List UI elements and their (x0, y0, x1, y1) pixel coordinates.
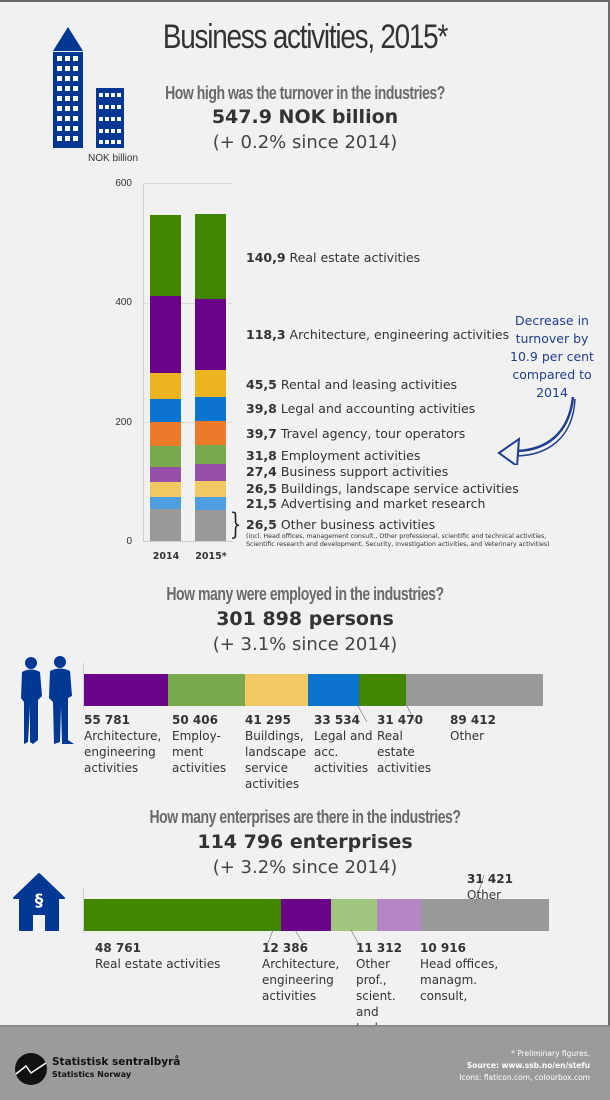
enterprises-seg-other (421, 899, 549, 931)
bar-2015-employment (195, 445, 226, 464)
employment-seg-architecture (84, 674, 168, 706)
bar-2014-advertising (150, 497, 181, 509)
legend-travel: 39,7 Travel agency, tour operators (246, 426, 466, 441)
enterprises-bar (84, 899, 549, 931)
legend-buildings: 26,5 Buildings, landscape service activi… (246, 481, 519, 496)
legend-advertising: 21,5 Advertising and market research (246, 496, 486, 511)
legend-other-note: (incl. Head offices, management consult.… (246, 533, 550, 548)
y-axis-unit: NOK billion (88, 153, 139, 164)
bar-2015-travel (195, 421, 226, 445)
employment-label-other: 89 412 Other (450, 713, 496, 743)
employment-seg-real-estate (359, 674, 406, 706)
footer (0, 1025, 610, 1100)
bar-2015-buildings (195, 481, 226, 497)
turnover-change: (+ 0.2% since 2014) (212, 132, 398, 153)
svg-text:§: § (35, 891, 44, 911)
legend-legal: 39,8 Legal and accounting activities (246, 401, 476, 416)
enterprises-change: (+ 3.2% since 2014) (212, 857, 398, 878)
bar-2014-buildings (150, 482, 181, 497)
employment-total: 301 898 persons (216, 608, 394, 630)
office-building-icon (53, 27, 124, 148)
gridline-600 (143, 183, 233, 184)
bar-2015-real-estate (195, 214, 226, 299)
enterprises-seg-other-prof (331, 899, 377, 931)
employment-label-employment: 50 406 Employ-ment activities (172, 713, 227, 775)
legend-real-estate: 140,9 Real estate activities (246, 250, 421, 265)
page-title: Business activities, 2015* (162, 18, 448, 56)
legend-architecture: 118,3 Architecture, engineering activiti… (246, 327, 510, 342)
bar-2014-architecture (150, 296, 181, 373)
enterprises-total: 114 796 enterprises (197, 831, 413, 853)
curved-arrow-icon (497, 396, 576, 465)
bar-2014-business-support (150, 467, 181, 482)
bar-2015-business-support (195, 464, 226, 481)
decrease-callout: Decrease in turnover by 10.9 per cent co… (510, 313, 594, 400)
legend-rental: 45,5 Rental and leasing activities (246, 377, 458, 392)
employment-seg-employment (168, 674, 245, 706)
leader-lines (357, 706, 416, 723)
icons-credit: Icons: flaticon.com, colourbox.com (459, 1073, 590, 1082)
y-tick-600: 600 (115, 178, 132, 189)
bar-2015 (195, 214, 226, 541)
bar-2014-employment (150, 446, 181, 467)
y-tick-400: 400 (115, 297, 132, 308)
x-label-2015: 2015* (195, 551, 227, 562)
enterprises-label-head-offices: 10 916 Head offices, managm. consult, (420, 941, 499, 1003)
y-tick-200: 200 (115, 417, 132, 428)
bar-2015-legal (195, 397, 226, 421)
turnover-total: 547.9 NOK billion (211, 106, 399, 128)
legend-employment: 31,8 Employment activities (246, 448, 421, 463)
enterprises-label-real-estate: 48 761 Real estate activities (95, 941, 221, 971)
bar-2014-other (150, 509, 181, 541)
bar-2014-travel (150, 422, 181, 446)
employment-question: How many were employed in the industries… (166, 584, 444, 604)
employment-label-architecture: 55 781 Architecture, engineering activiti… (84, 713, 162, 775)
legend-other: 26,5 Other business activities (246, 517, 436, 532)
bar-2014-rental (150, 373, 181, 399)
gridline-200 (143, 422, 233, 423)
enterprises-label-architecture: 12 386 Architecture, engineering activiti… (262, 941, 340, 1003)
x-axis-line (143, 541, 233, 542)
gridline-400 (143, 303, 233, 304)
enterprises-seg-head-offices (377, 899, 421, 931)
brace-other: } (229, 507, 242, 542)
enterprises-label-other: 31 421 Other (467, 872, 513, 902)
legend-business-support: 27,4 Business support activities (246, 464, 449, 479)
x-label-2014: 2014 (152, 551, 180, 562)
employment-label-legal: 33 534 Legal and acc. activities (314, 713, 373, 775)
y-tick-0: 0 (126, 536, 132, 547)
employment-bar (84, 674, 543, 706)
employment-seg-buildings (245, 674, 308, 706)
bar-2015-other (195, 510, 226, 541)
employment-seg-other (406, 674, 543, 706)
employment-change: (+ 3.1% since 2014) (212, 634, 398, 655)
org-name: Statistisk sentralbyrå (52, 1056, 181, 1068)
employment-label-real-estate: 31 470 Real estate activities (377, 713, 432, 775)
bar-2015-architecture (195, 299, 226, 370)
preliminary-note: * Preliminary figures. (511, 1049, 590, 1058)
ssb-logo-icon (15, 1053, 47, 1085)
employment-axis-line (83, 663, 84, 708)
enterprises-seg-architecture (281, 899, 331, 931)
enterprises-axis-line (83, 888, 84, 933)
bar-2014-legal (150, 399, 181, 422)
employment-label-buildings: 41 295 Buildings, landscape service activ… (245, 713, 307, 791)
enterprises-question: How many enterprises are there in the in… (149, 807, 461, 827)
org-name-en: Statistics Norway (52, 1070, 132, 1079)
enterprise-leader-lines (267, 875, 485, 944)
bar-2015-advertising (195, 497, 226, 510)
footer-notes: * Preliminary figures. Source: www.ssb.n… (459, 1048, 590, 1084)
enterprises-seg-real-estate (84, 899, 281, 931)
people-icon (21, 656, 74, 744)
bar-2014-real-estate (150, 215, 181, 296)
bar-2014 (150, 215, 181, 541)
house-section-icon: § (13, 873, 65, 931)
y-axis-line (143, 183, 144, 542)
turnover-question: How high was the turnover in the industr… (165, 83, 445, 103)
bar-2015-rental (195, 370, 226, 397)
employment-seg-legal (308, 674, 359, 706)
source-link[interactable]: Source: www.ssb.no/en/stefu (466, 1061, 590, 1070)
